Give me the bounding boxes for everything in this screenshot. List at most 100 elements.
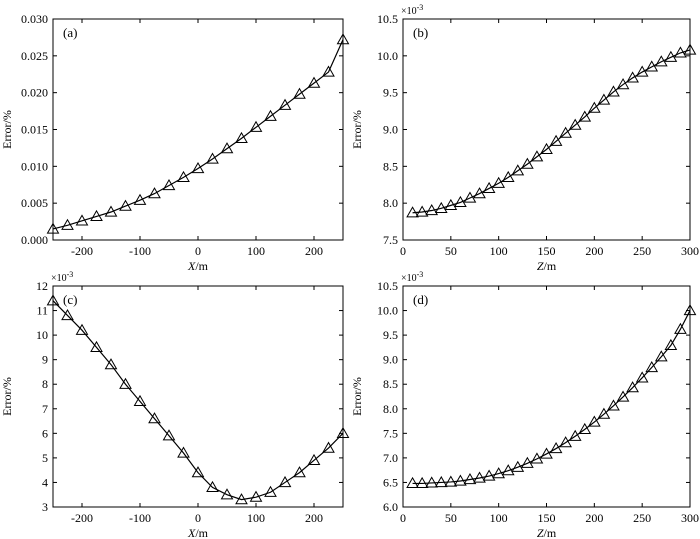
data-point xyxy=(46,222,60,234)
data-point xyxy=(307,453,321,465)
chart-panel-1: -200 -100 0 100 200 0.000 0.005 0.010 0.015 0.020… xyxy=(0,12,350,273)
x-tick-label: 300 xyxy=(681,511,699,525)
data-point xyxy=(654,350,668,362)
plot-frame xyxy=(52,18,344,241)
y-tick-label: 8.5 xyxy=(383,377,398,391)
data-point xyxy=(540,142,553,155)
x-tick-label: 250 xyxy=(633,511,651,525)
data-point xyxy=(578,110,592,122)
y-tick-label: 8 xyxy=(42,377,48,391)
panel-label: (c) xyxy=(63,292,77,307)
data-point xyxy=(278,98,292,110)
data-point xyxy=(220,488,234,500)
y-tick-label: 9 xyxy=(42,353,48,367)
data-point xyxy=(473,471,486,483)
y-tick-label: 5 xyxy=(42,451,48,465)
data-point xyxy=(191,466,205,478)
x-tick-label: -100 xyxy=(129,511,151,525)
y-tick-label: 7 xyxy=(42,402,48,416)
data-point xyxy=(635,371,649,383)
y-tick-label: 0.015 xyxy=(21,123,48,137)
data-point xyxy=(607,85,620,97)
data-point xyxy=(133,394,147,407)
x-tick-label: 100 xyxy=(490,511,508,525)
y-multiplier: ×10-3 xyxy=(51,270,73,284)
data-point xyxy=(90,209,103,222)
data-point xyxy=(521,456,534,468)
data-point xyxy=(206,480,219,492)
y-tick-label: 10.5 xyxy=(377,12,398,26)
data-point xyxy=(434,475,448,488)
data-point xyxy=(415,205,429,217)
x-tick-label: 200 xyxy=(585,511,603,525)
y-tick-label: 0.005 xyxy=(21,196,48,210)
series-line xyxy=(52,39,344,230)
data-point xyxy=(278,475,292,488)
panel-label: (d) xyxy=(413,292,428,307)
x-tick-label: 200 xyxy=(585,244,603,258)
y-tick-label: 8.0 xyxy=(383,196,398,210)
x-tick-label: 150 xyxy=(538,244,556,258)
data-point xyxy=(463,191,477,203)
y-tick-label: 6.5 xyxy=(383,475,398,489)
y-tick-label: 0.000 xyxy=(21,233,48,247)
data-point xyxy=(607,399,620,411)
data-point xyxy=(473,187,486,199)
y-axis-label: Error/% xyxy=(0,377,14,416)
x-tick-label: 150 xyxy=(538,511,556,525)
data-point xyxy=(540,447,553,459)
data-point xyxy=(249,120,263,132)
x-axis-label: Z/m xyxy=(537,526,557,539)
data-point xyxy=(654,55,668,67)
data-point xyxy=(645,60,659,72)
data-point xyxy=(104,358,118,370)
data-point xyxy=(235,131,248,143)
data-point xyxy=(177,446,190,458)
data-point xyxy=(664,338,678,351)
data-point xyxy=(683,43,697,55)
data-point xyxy=(61,218,74,230)
y-tick-label: 3 xyxy=(42,500,48,514)
data-point xyxy=(249,490,263,502)
data-point xyxy=(119,377,132,389)
y-tick-label: 7.5 xyxy=(383,233,398,247)
panel-label: (b) xyxy=(413,25,428,40)
x-tick-label: -200 xyxy=(71,511,93,525)
y-tick-label: 9.0 xyxy=(383,353,398,367)
data-point xyxy=(511,164,525,176)
data-point xyxy=(463,472,477,485)
x-tick-label: 50 xyxy=(445,244,457,258)
data-point xyxy=(444,198,458,211)
y-tick-label: 0.020 xyxy=(21,86,48,100)
x-tick-label: 300 xyxy=(681,244,699,258)
data-point xyxy=(444,475,458,487)
y-tick-label: 11 xyxy=(36,304,48,318)
panel-label: (a) xyxy=(63,25,77,40)
y-tick-label: 8.0 xyxy=(383,402,398,416)
chart-panel-2: 0 50 100 150 200 250 300 7.5 8.0 8.5 9.0 9.5 10.0 10.… xyxy=(350,3,699,273)
y-tick-label: 10.5 xyxy=(377,279,398,293)
data-point xyxy=(119,199,132,211)
data-point xyxy=(568,429,582,441)
data-point xyxy=(148,187,161,199)
data-point xyxy=(597,93,611,105)
data-point xyxy=(482,181,496,194)
x-tick-label: -200 xyxy=(71,244,93,258)
data-point xyxy=(75,214,89,226)
data-point xyxy=(530,150,544,162)
series-line xyxy=(52,300,344,501)
data-point xyxy=(191,162,205,174)
data-point xyxy=(415,476,429,489)
y-multiplier: ×10-3 xyxy=(401,270,423,284)
x-tick-label: 0 xyxy=(400,244,406,258)
data-point xyxy=(521,157,534,169)
x-tick-label: 100 xyxy=(490,244,508,258)
y-tick-label: 10 xyxy=(36,328,48,342)
data-point xyxy=(616,390,630,402)
y-tick-label: 9.5 xyxy=(383,328,398,342)
y-tick-label: 0.030 xyxy=(21,12,48,26)
data-point xyxy=(587,101,601,113)
data-point xyxy=(322,65,335,77)
x-tick-label: -100 xyxy=(129,244,151,258)
